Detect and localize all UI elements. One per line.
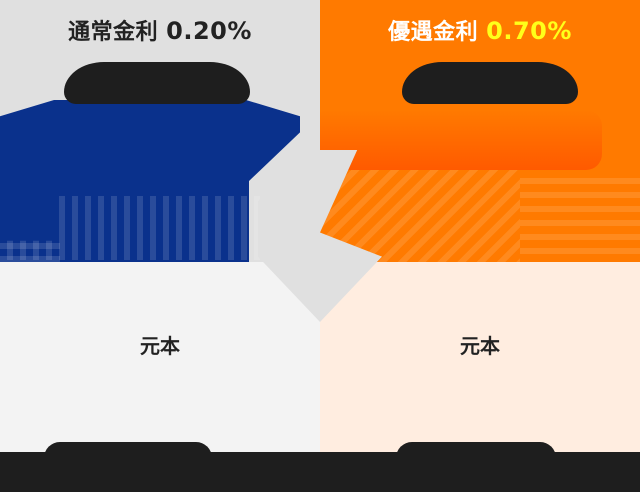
preferential-rate-panel: 優遇金利 0.70% 元本: [320, 0, 640, 492]
bottom-bar-left: [0, 452, 320, 492]
normal-principal-label: 元本: [140, 334, 180, 358]
preferential-principal-label: 元本: [460, 334, 500, 358]
preferential-interest-label-obscured: [402, 62, 578, 104]
preferential-interest-band: [320, 110, 602, 170]
preferential-rate-label: 優遇金利: [388, 20, 479, 45]
normal-rate-value: 0.20%: [166, 17, 252, 45]
preferential-rate-value: 0.70%: [486, 17, 572, 45]
preferential-rate-title: 優遇金利 0.70%: [320, 14, 640, 46]
normal-rate-title: 通常金利 0.20%: [0, 14, 320, 46]
normal-rate-panel: 通常金利 0.20% 元本: [0, 0, 320, 492]
normal-rate-label: 通常金利: [68, 20, 159, 45]
normal-interest-stripes-horizontal: [0, 236, 60, 262]
preferential-interest-stripes-horizontal: [520, 170, 640, 262]
preferential-principal-block: 元本: [320, 262, 640, 492]
normal-interest-label-obscured: [64, 62, 250, 104]
normal-principal-block: 元本: [0, 262, 320, 492]
bottom-bar-right: [320, 452, 640, 492]
